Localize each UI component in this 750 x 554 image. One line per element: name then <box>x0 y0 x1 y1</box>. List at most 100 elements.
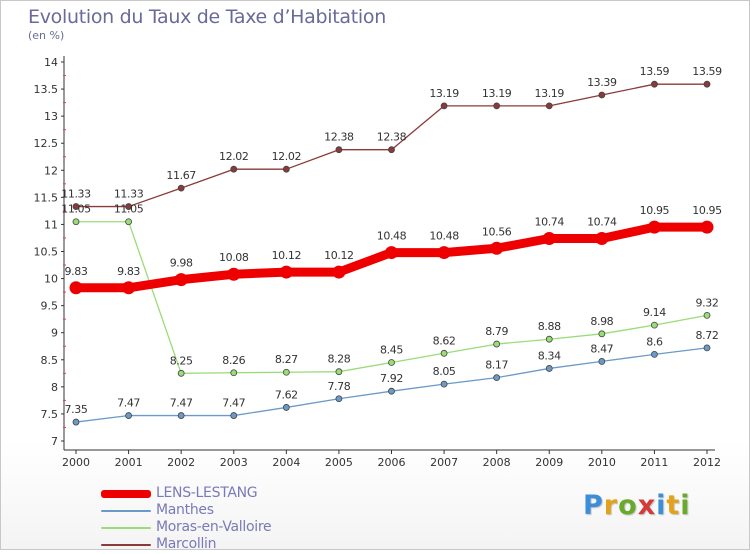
data-point <box>230 412 238 419</box>
data-point <box>647 220 661 234</box>
logo-letter: i <box>656 490 667 521</box>
legend-item-marcollin: Marcollin <box>101 536 361 554</box>
data-point <box>72 418 80 426</box>
data-point <box>385 246 398 260</box>
legend-label: LENS-LESTANG <box>156 485 258 501</box>
data-label: 9.14 <box>643 306 666 319</box>
legend-swatch <box>101 510 151 512</box>
data-label: 8.17 <box>485 359 508 372</box>
data-label: 9.83 <box>117 265 140 278</box>
series-layer <box>69 80 714 426</box>
data-label: 10.74 <box>587 216 617 229</box>
chart-title: Evolution du Taux de Taxe d’Habitation <box>28 6 386 28</box>
data-label: 7.92 <box>380 372 403 385</box>
data-point <box>651 321 658 329</box>
y-tick-label: 10 <box>44 273 58 286</box>
data-label: 8.6 <box>646 335 663 348</box>
data-label: 8.34 <box>538 349 561 362</box>
legend-label: Moras-en-Valloire <box>156 519 272 535</box>
data-label: 13.19 <box>429 87 459 100</box>
y-tick-label: 9 <box>51 327 58 340</box>
data-point <box>335 146 343 154</box>
data-point <box>282 404 290 411</box>
x-tick-label: 2012 <box>693 456 721 469</box>
data-label: 12.02 <box>272 150 302 163</box>
data-point <box>595 232 609 246</box>
data-label: 8.26 <box>222 354 245 367</box>
data-point <box>545 335 553 343</box>
data-label: 10.56 <box>482 225 512 238</box>
data-point <box>230 369 238 377</box>
data-point <box>437 246 451 260</box>
logo-letter: t <box>666 490 681 521</box>
y-tick-label: 11.5 <box>34 191 59 204</box>
data-point <box>545 365 553 372</box>
data-point <box>388 387 395 395</box>
data-point <box>545 102 553 110</box>
x-tick-label: 2000 <box>62 456 90 469</box>
data-label: 7.47 <box>117 397 140 410</box>
data-label: 11.33 <box>114 188 144 201</box>
data-label: 10.74 <box>535 216 565 229</box>
data-point <box>335 395 343 403</box>
legend-item-lens-lestang: LENS-LESTANG <box>101 485 361 503</box>
data-point <box>69 281 83 295</box>
data-point <box>703 344 711 352</box>
x-tick-label: 2002 <box>167 456 195 469</box>
data-label: 8.27 <box>275 353 298 366</box>
data-point <box>177 184 185 192</box>
data-label: 7.78 <box>327 380 350 393</box>
data-label: 8.05 <box>433 365 456 378</box>
data-label: 13.19 <box>535 87 565 100</box>
legend: LENS-LESTANG Manthes Moras-en-Valloire M… <box>101 485 361 554</box>
data-label: 8.62 <box>433 334 456 347</box>
logo-letter: i <box>680 490 691 521</box>
data-label: 8.72 <box>696 329 719 342</box>
data-label: 8.45 <box>380 343 403 356</box>
data-point <box>177 412 185 419</box>
data-point <box>703 311 711 319</box>
x-tick-label: 2007 <box>430 456 458 469</box>
data-label: 10.08 <box>219 251 249 264</box>
data-point <box>122 281 136 295</box>
data-point <box>542 232 556 246</box>
data-point <box>279 265 293 279</box>
y-tick-label: 7.5 <box>41 408 59 421</box>
data-label: 9.98 <box>170 257 193 270</box>
y-tick-label: 13.5 <box>34 83 59 96</box>
data-point <box>72 203 80 210</box>
data-label: 13.39 <box>587 76 617 89</box>
data-label: 8.79 <box>485 325 508 338</box>
y-tick-label: 11 <box>44 218 58 231</box>
x-tick-label: 2005 <box>325 456 353 469</box>
data-label: 12.02 <box>219 150 249 163</box>
data-point <box>72 218 80 226</box>
data-point <box>227 267 241 281</box>
y-tick-label: 8 <box>51 381 58 394</box>
data-label: 12.38 <box>377 131 407 144</box>
x-tick-label: 2006 <box>378 456 406 469</box>
data-label: 8.98 <box>590 315 613 328</box>
data-label: 9.32 <box>696 296 719 309</box>
x-tick-label: 2010 <box>588 456 616 469</box>
y-tick-label: 8.5 <box>41 354 59 367</box>
y-tick-label: 12 <box>44 164 58 177</box>
x-tick-label: 2009 <box>535 456 563 469</box>
x-tick-label: 2004 <box>272 456 300 469</box>
y-tick-label: 9.5 <box>41 300 59 313</box>
logo-letter: P <box>583 490 604 521</box>
data-label: 13.59 <box>640 65 670 78</box>
logo-letter: r <box>603 490 619 521</box>
data-point <box>703 80 711 88</box>
data-label: 11.05 <box>61 203 91 216</box>
data-label: 10.48 <box>377 230 407 243</box>
data-point <box>282 368 290 376</box>
data-point <box>651 80 658 88</box>
data-point <box>598 330 606 338</box>
data-point <box>177 369 185 377</box>
data-label: 8.88 <box>538 320 561 333</box>
legend-swatch <box>101 544 151 546</box>
data-point <box>335 368 343 376</box>
data-point <box>440 380 448 388</box>
